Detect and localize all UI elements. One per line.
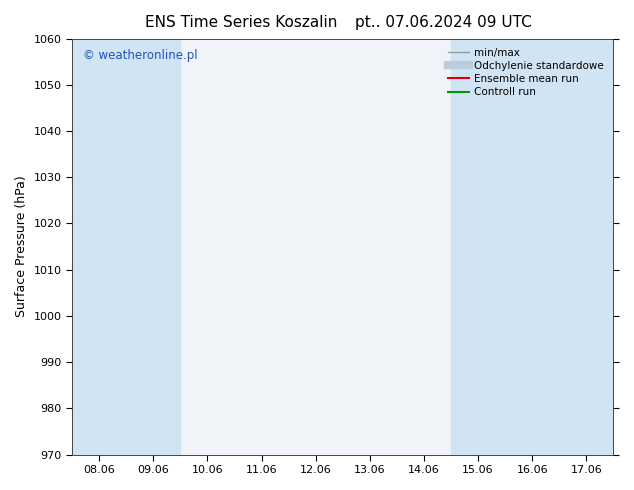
- Text: pt.. 07.06.2024 09 UTC: pt.. 07.06.2024 09 UTC: [356, 15, 532, 30]
- Bar: [559, 39, 614, 455]
- Bar: [72, 39, 126, 455]
- Bar: [126, 39, 180, 455]
- Legend: min/max, Odchylenie standardowe, Ensemble mean run, Controll run: min/max, Odchylenie standardowe, Ensembl…: [444, 44, 608, 101]
- Bar: [451, 39, 505, 455]
- Bar: [505, 39, 559, 455]
- Text: ENS Time Series Koszalin: ENS Time Series Koszalin: [145, 15, 337, 30]
- Text: © weatheronline.pl: © weatheronline.pl: [83, 49, 198, 62]
- Y-axis label: Surface Pressure (hPa): Surface Pressure (hPa): [15, 176, 28, 318]
